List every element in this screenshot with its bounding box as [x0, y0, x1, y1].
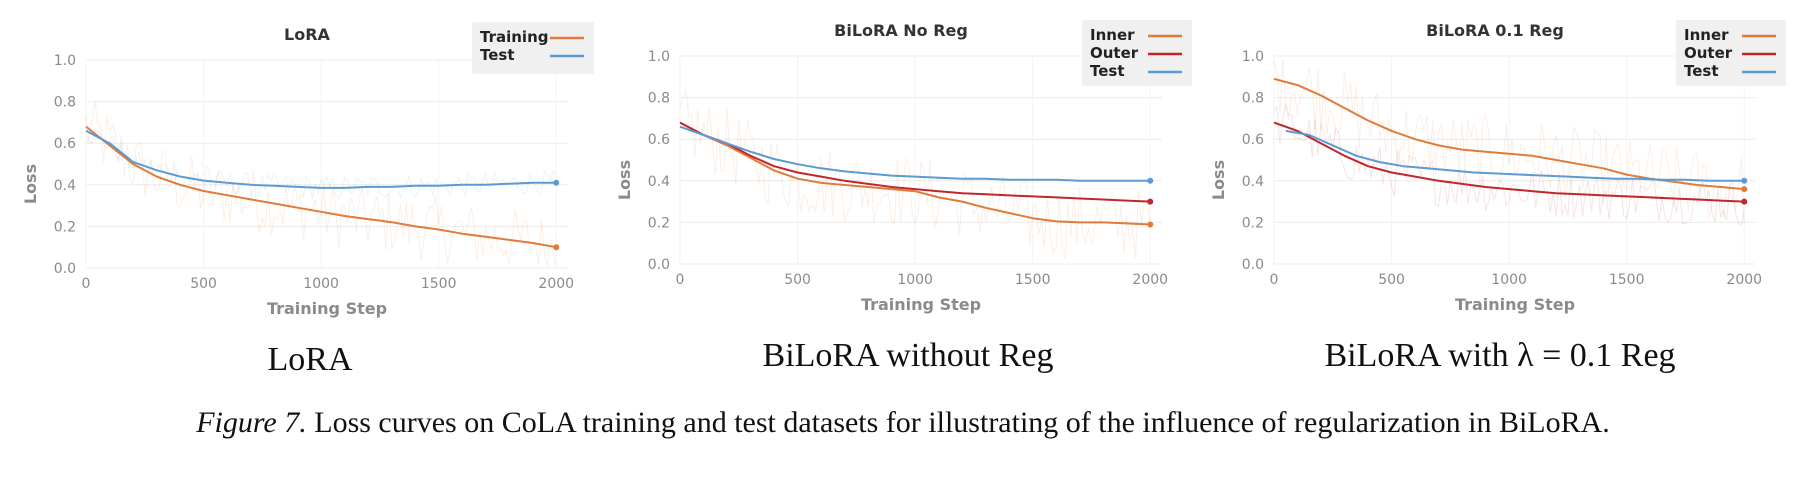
- series-line-test: [679, 125, 1151, 182]
- y-tick-label: 0.2: [1242, 215, 1264, 231]
- legend-label-test: Test: [480, 46, 515, 64]
- series-end-marker-inner: [1741, 186, 1748, 193]
- series-end-marker-test: [1147, 177, 1154, 184]
- legend-label-training: Training: [480, 28, 548, 46]
- chart-1: 0.0 0.2 0.4 0.6 0.8 1.0 0 500 1000 1500 2000 Traini…: [21, 22, 594, 378]
- y-tick-label: 0.6: [54, 136, 76, 152]
- series-line-training: [85, 125, 557, 249]
- subcaption: LoRA: [268, 341, 353, 378]
- series-line-test: [1285, 129, 1745, 182]
- y-tick-label: 0.2: [648, 215, 670, 231]
- chart-title: BiLoRA No Reg: [834, 21, 968, 40]
- x-axis-label: Training Step: [1455, 295, 1575, 314]
- figure-label: Figure 7.: [196, 406, 307, 439]
- y-axis-label: Loss: [1209, 160, 1228, 200]
- raw-trace-test: [85, 127, 557, 200]
- y-tick-label: 0.4: [54, 178, 76, 194]
- x-tick-label: 1000: [303, 276, 339, 292]
- y-tick-label: 0.8: [54, 95, 76, 111]
- series-line-outer: [1273, 121, 1745, 203]
- y-tick-label: 0.0: [648, 257, 670, 273]
- y-tick-label: 1.0: [1242, 49, 1264, 65]
- x-tick-label: 1500: [1609, 272, 1645, 288]
- x-tick-label: 1500: [421, 276, 457, 292]
- series-end-marker-training: [553, 244, 560, 251]
- legend-label-outer: Outer: [1684, 44, 1733, 62]
- x-tick-label: 2000: [1726, 272, 1762, 288]
- x-tick-label: 0: [676, 272, 685, 288]
- y-tick-label: 0.6: [1242, 132, 1264, 148]
- series-end-marker-test: [1741, 177, 1748, 184]
- raw-trace-inner: [1273, 60, 1745, 223]
- legend-label-inner: Inner: [1684, 26, 1729, 44]
- x-tick-label: 500: [190, 276, 217, 292]
- legend-label-inner: Inner: [1090, 26, 1135, 44]
- y-tick-label: 0.0: [54, 261, 76, 277]
- x-tick-label: 500: [784, 272, 811, 288]
- x-tick-label: 1500: [1015, 272, 1051, 288]
- chart-title: LoRA: [284, 25, 331, 44]
- y-tick-label: 0.4: [648, 174, 670, 190]
- x-tick-label: 1000: [897, 272, 933, 288]
- series-line-outer: [679, 121, 1151, 203]
- y-tick-label: 1.0: [648, 49, 670, 65]
- y-tick-label: 0.0: [1242, 257, 1264, 273]
- x-tick-label: 1000: [1491, 272, 1527, 288]
- x-axis-label: Training Step: [861, 295, 981, 314]
- legend-label-test: Test: [1684, 62, 1719, 80]
- x-tick-label: 0: [1270, 272, 1279, 288]
- y-tick-label: 0.8: [648, 91, 670, 107]
- caption-text: Loss curves on CoLA training and test da…: [306, 406, 1610, 439]
- y-axis-label: Loss: [21, 164, 40, 204]
- legend-box: [472, 22, 594, 74]
- y-tick-label: 0.2: [54, 219, 76, 235]
- subcaption: BiLoRA without Reg: [763, 337, 1054, 374]
- series-line-test: [85, 129, 557, 189]
- series-line-inner: [679, 121, 1151, 226]
- y-tick-label: 0.6: [648, 132, 670, 148]
- series-end-marker-inner: [1147, 221, 1154, 228]
- series-end-marker-outer: [1147, 198, 1154, 205]
- legend-label-outer: Outer: [1090, 44, 1139, 62]
- y-tick-label: 1.0: [54, 53, 76, 69]
- x-tick-label: 2000: [538, 276, 574, 292]
- raw-trace-outer: [1273, 102, 1745, 227]
- chart-2: 0.0 0.2 0.4 0.6 0.8 1.0 0 500 1000 1500 2000 Traini…: [615, 20, 1192, 374]
- chart-title: BiLoRA 0.1 Reg: [1426, 21, 1564, 40]
- legend-label-test: Test: [1090, 62, 1125, 80]
- subcaption: BiLoRA with λ = 0.1 Reg: [1324, 337, 1675, 374]
- y-tick-label: 0.8: [1242, 91, 1264, 107]
- x-axis-label: Training Step: [267, 299, 387, 318]
- series-end-marker-outer: [1741, 198, 1748, 205]
- series-end-marker-test: [553, 179, 560, 186]
- x-tick-label: 0: [82, 276, 91, 292]
- x-tick-label: 500: [1378, 272, 1405, 288]
- figure-caption: Figure 7. Loss curves on CoLA training a…: [0, 406, 1806, 440]
- y-tick-label: 0.4: [1242, 174, 1264, 190]
- y-axis-label: Loss: [615, 160, 634, 200]
- x-tick-label: 2000: [1132, 272, 1168, 288]
- chart-3: 0.0 0.2 0.4 0.6 0.8 1.0 0 500 1000 1500 2000 Traini…: [1209, 20, 1786, 374]
